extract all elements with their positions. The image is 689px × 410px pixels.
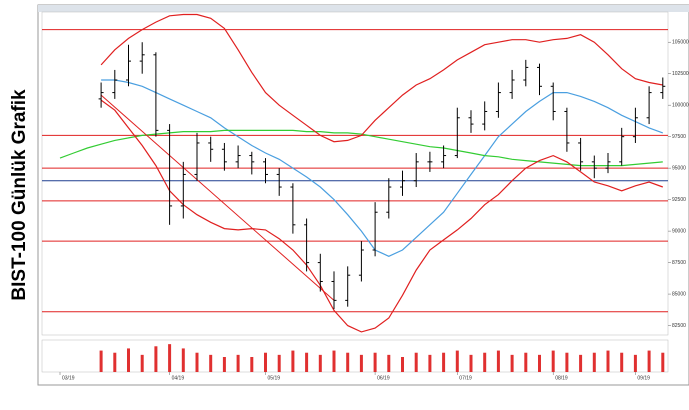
volume-bar bbox=[359, 354, 363, 372]
volume-bar bbox=[414, 352, 418, 372]
volume-bar bbox=[661, 352, 665, 372]
y-tick-label: 85000 bbox=[672, 291, 686, 297]
volume-bar bbox=[373, 352, 377, 372]
volume-bar bbox=[524, 352, 528, 372]
price-panel bbox=[41, 11, 669, 336]
volume-bar bbox=[277, 354, 281, 372]
volume-bar bbox=[99, 350, 103, 372]
volume-panel bbox=[41, 339, 669, 373]
x-tick-label: 03/19 bbox=[62, 375, 75, 381]
x-tick-label: 05/19 bbox=[268, 375, 281, 381]
trend-line bbox=[100, 94, 335, 301]
indicator-line bbox=[100, 13, 663, 143]
volume-bar bbox=[483, 352, 487, 372]
y-tick-label: 95000 bbox=[672, 165, 686, 171]
volume-bar bbox=[181, 348, 185, 372]
volume-bar bbox=[387, 354, 391, 372]
volume-bar bbox=[428, 354, 432, 372]
volume-bar bbox=[250, 357, 254, 372]
volume-bar bbox=[195, 352, 199, 372]
volume-bar bbox=[154, 346, 158, 372]
volume-bar bbox=[140, 354, 144, 372]
y-tick-label: 102500 bbox=[672, 71, 689, 77]
volume-bar bbox=[209, 354, 213, 372]
volume-bar bbox=[551, 350, 555, 372]
y-tick-label: 97500 bbox=[672, 134, 686, 140]
volume-bar bbox=[236, 354, 240, 372]
x-tick-label: 08/19 bbox=[555, 375, 568, 381]
volume-bar bbox=[264, 352, 267, 372]
indicator-line bbox=[59, 129, 663, 167]
volume-bar bbox=[620, 352, 624, 372]
volume-bar bbox=[606, 350, 610, 372]
indicator-line bbox=[101, 79, 664, 257]
volume-bar bbox=[318, 354, 322, 372]
x-tick-label: 04/19 bbox=[172, 375, 185, 381]
indicator-line bbox=[100, 99, 664, 333]
x-tick-label: 07/19 bbox=[459, 375, 472, 381]
volume-bar bbox=[455, 350, 459, 372]
volume-bar bbox=[113, 352, 117, 372]
y-tick-label: 90000 bbox=[672, 228, 686, 234]
volume-bar bbox=[469, 354, 473, 372]
volume-bar bbox=[332, 350, 336, 372]
y-tick-label: 87500 bbox=[672, 260, 686, 266]
x-tick-label: 06/19 bbox=[377, 375, 390, 381]
toolbar bbox=[38, 5, 689, 12]
volume-bar bbox=[305, 352, 309, 372]
volume-bar bbox=[592, 352, 596, 372]
volume-bar bbox=[291, 350, 295, 372]
y-tick-label: 92500 bbox=[672, 197, 686, 203]
volume-bar bbox=[565, 352, 569, 372]
y-tick-label: 105000 bbox=[672, 40, 689, 46]
volume-bar bbox=[633, 354, 637, 372]
y-tick-label: 100000 bbox=[672, 103, 689, 109]
chart-title: BIST-100 Günlük Grafik bbox=[9, 89, 30, 301]
x-tick-label: 09/19 bbox=[637, 375, 650, 381]
volume-bar bbox=[127, 348, 130, 372]
volume-bar bbox=[168, 344, 172, 372]
volume-bar bbox=[222, 357, 226, 372]
volume-bar bbox=[496, 350, 500, 372]
y-tick-label: 82500 bbox=[672, 323, 686, 329]
volume-bar bbox=[579, 354, 583, 372]
volume-bar bbox=[346, 352, 350, 372]
volume-bar bbox=[442, 352, 446, 372]
volume-bar bbox=[647, 350, 651, 372]
volume-bar bbox=[538, 354, 541, 372]
volume-bar bbox=[510, 354, 514, 372]
volume-bar bbox=[401, 357, 404, 372]
